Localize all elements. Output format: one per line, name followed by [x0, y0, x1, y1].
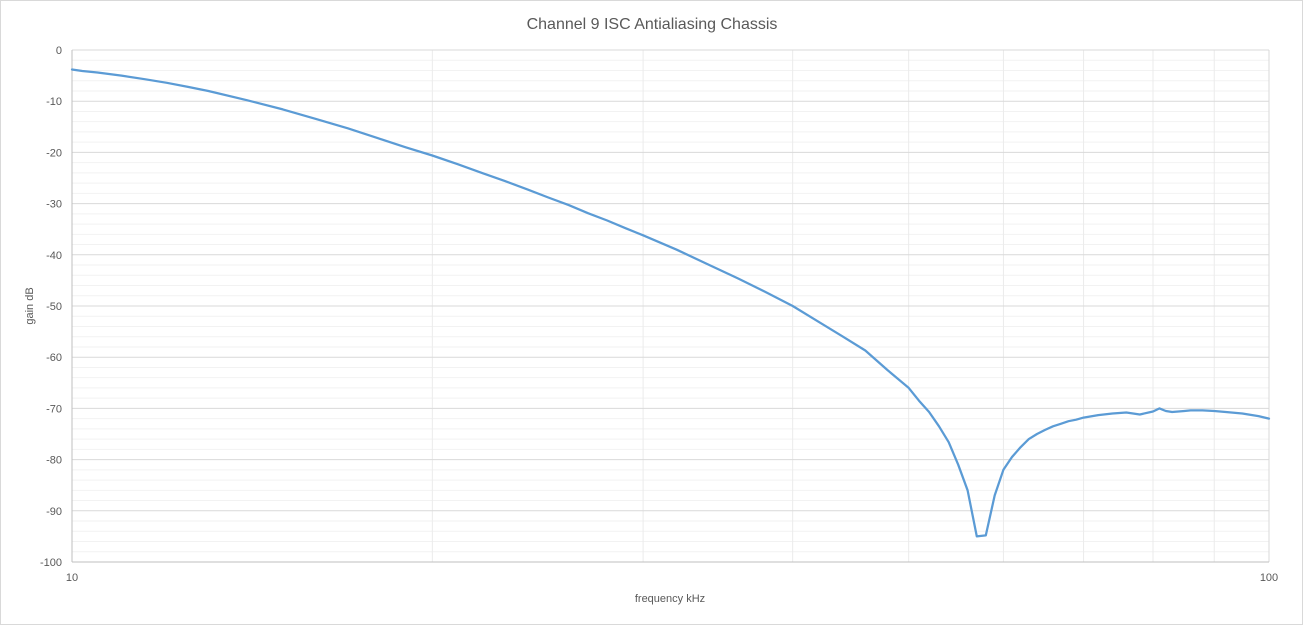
y-tick-label: -20: [46, 147, 62, 159]
y-tick-label: 0: [56, 45, 62, 57]
x-tick-label: 10: [66, 572, 78, 584]
tick-labels: 0 -10 -20 -30 -40 -50 -60 -70 -80 -90 -100 10 100: [40, 45, 1278, 584]
y-tick-label: -60: [46, 352, 62, 364]
x-axis-title: frequency kHz: [635, 593, 705, 605]
y-tick-label: -30: [46, 199, 62, 211]
x-tick-label: 100: [1260, 572, 1278, 584]
y-tick-label: -90: [46, 506, 62, 518]
plot-series: [70, 68, 1271, 538]
y-tick-label: -80: [46, 455, 62, 467]
y-tick-label: -70: [46, 403, 62, 415]
y-tick-label: -40: [46, 250, 62, 262]
plot-gridlines: [71, 49, 1270, 563]
y-axis-title: gain dB: [24, 287, 36, 324]
y-tick-label: -50: [46, 301, 62, 313]
y-tick-label: -10: [46, 96, 62, 108]
y-tick-label: -100: [40, 557, 62, 569]
chart-title: Channel 9 ISC Antialiasing Chassis: [527, 16, 778, 33]
plot-axes: [71, 50, 1269, 563]
series-line-0: [70, 68, 1271, 538]
